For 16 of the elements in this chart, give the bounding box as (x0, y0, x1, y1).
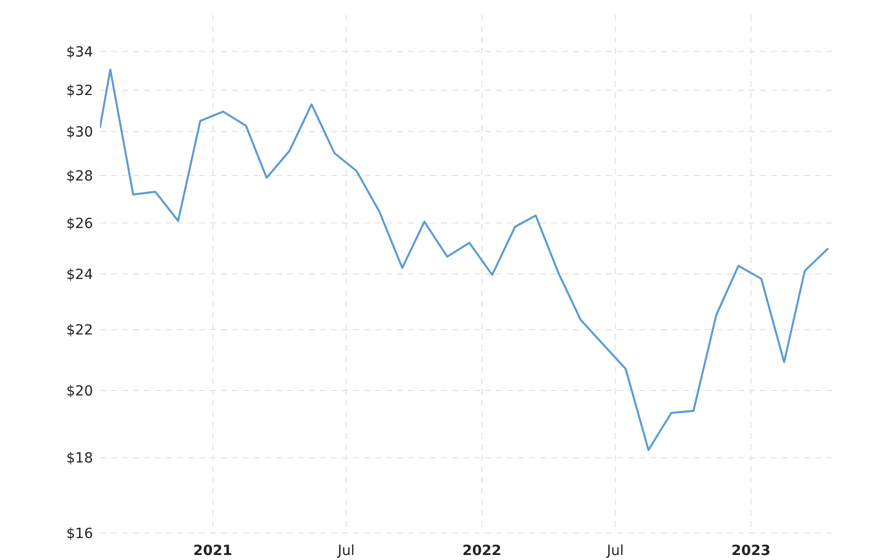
x-tick-label: Jul (606, 543, 624, 559)
y-tick-label: $16 (66, 526, 94, 542)
y-tick-label: $20 (66, 383, 93, 400)
y-tick-label: $34 (66, 44, 94, 60)
x-tick-label: 2023 (731, 543, 770, 559)
y-tick-label: $22 (66, 322, 93, 338)
y-tick-label: $32 (66, 83, 93, 100)
y-tick-label: $18 (66, 450, 93, 467)
line-series (100, 68, 829, 452)
x-tick-label: 2022 (462, 543, 502, 559)
y-tick-label: $28 (66, 168, 93, 184)
x-tick-label: Jul (336, 543, 355, 559)
y-tick-label: $24 (66, 266, 94, 283)
y-tick-label: $26 (66, 216, 94, 232)
y-tick-label: $30 (66, 124, 93, 140)
x-tick-label: 2021 (193, 543, 232, 559)
